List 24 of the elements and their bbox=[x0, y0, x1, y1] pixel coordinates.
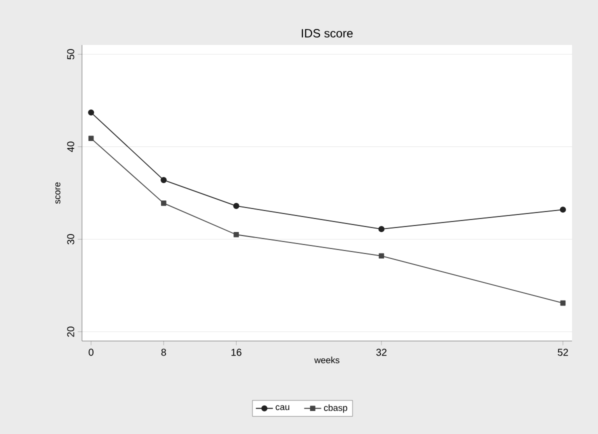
point bbox=[560, 206, 566, 213]
point bbox=[233, 202, 240, 209]
y-tick-label: 50 bbox=[67, 49, 74, 60]
x-tick-label: 52 bbox=[558, 348, 568, 356]
y-tick-label: 40 bbox=[67, 142, 74, 152]
x-tick-label: 8 bbox=[161, 348, 166, 356]
y-axis-title: score bbox=[55, 182, 60, 204]
chart-title: IDS score bbox=[302, 29, 353, 38]
legend-label: cau bbox=[276, 405, 290, 410]
x-tick-label: 0 bbox=[88, 348, 94, 356]
point bbox=[161, 200, 166, 206]
point bbox=[88, 136, 94, 142]
x-tick-label: 32 bbox=[376, 348, 386, 356]
x-tick-label: 16 bbox=[231, 348, 242, 356]
y-tick-label: 30 bbox=[67, 234, 74, 244]
point bbox=[234, 232, 239, 238]
x-axis-title: weeks bbox=[314, 356, 340, 364]
y-tick-label: 20 bbox=[67, 326, 74, 337]
legend-label: cbasp bbox=[324, 404, 348, 413]
point bbox=[88, 109, 94, 116]
point bbox=[378, 253, 384, 259]
point bbox=[560, 300, 566, 306]
point bbox=[160, 177, 167, 184]
point bbox=[378, 226, 384, 232]
